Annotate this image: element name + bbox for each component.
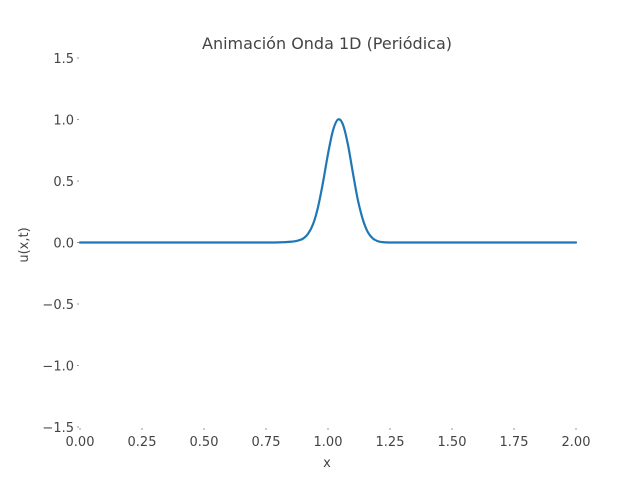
x-tick-label: 2.00 (562, 435, 591, 450)
x-tick-label: 1.50 (438, 435, 467, 450)
x-axis-label: x (323, 456, 331, 471)
x-axis-ticks: 0.00 0.25 0.50 0.75 1.00 1.25 1.50 1.75 2.00 (66, 428, 591, 450)
y-tick-label: 1.5 (53, 52, 74, 67)
y-tick-label: 0.5 (53, 175, 74, 190)
x-tick-label: 0.50 (190, 435, 219, 450)
y-tick-label: 0.0 (53, 237, 74, 252)
x-tick-label: 1.25 (376, 435, 405, 450)
x-tick-label: 0.00 (66, 435, 95, 450)
x-tick-label: 1.00 (314, 435, 343, 450)
data-line (78, 118, 578, 244)
x-tick-label: 0.75 (252, 435, 281, 450)
chart-title: Animación Onda 1D (Periódica) (202, 34, 452, 53)
x-tick-label: 1.75 (500, 435, 529, 450)
y-tick-label: −1.0 (42, 360, 74, 375)
y-tick-label: 1.0 (53, 114, 74, 129)
x-tick-label: 0.25 (128, 435, 157, 450)
y-axis-ticks: 1.5 1.0 0.5 0.0 −0.5 −1.0 −1.5 (42, 52, 79, 436)
y-axis-label: u(x,t) (17, 227, 32, 262)
y-tick-label: −0.5 (42, 298, 74, 313)
y-tick-label: −1.5 (42, 421, 74, 436)
